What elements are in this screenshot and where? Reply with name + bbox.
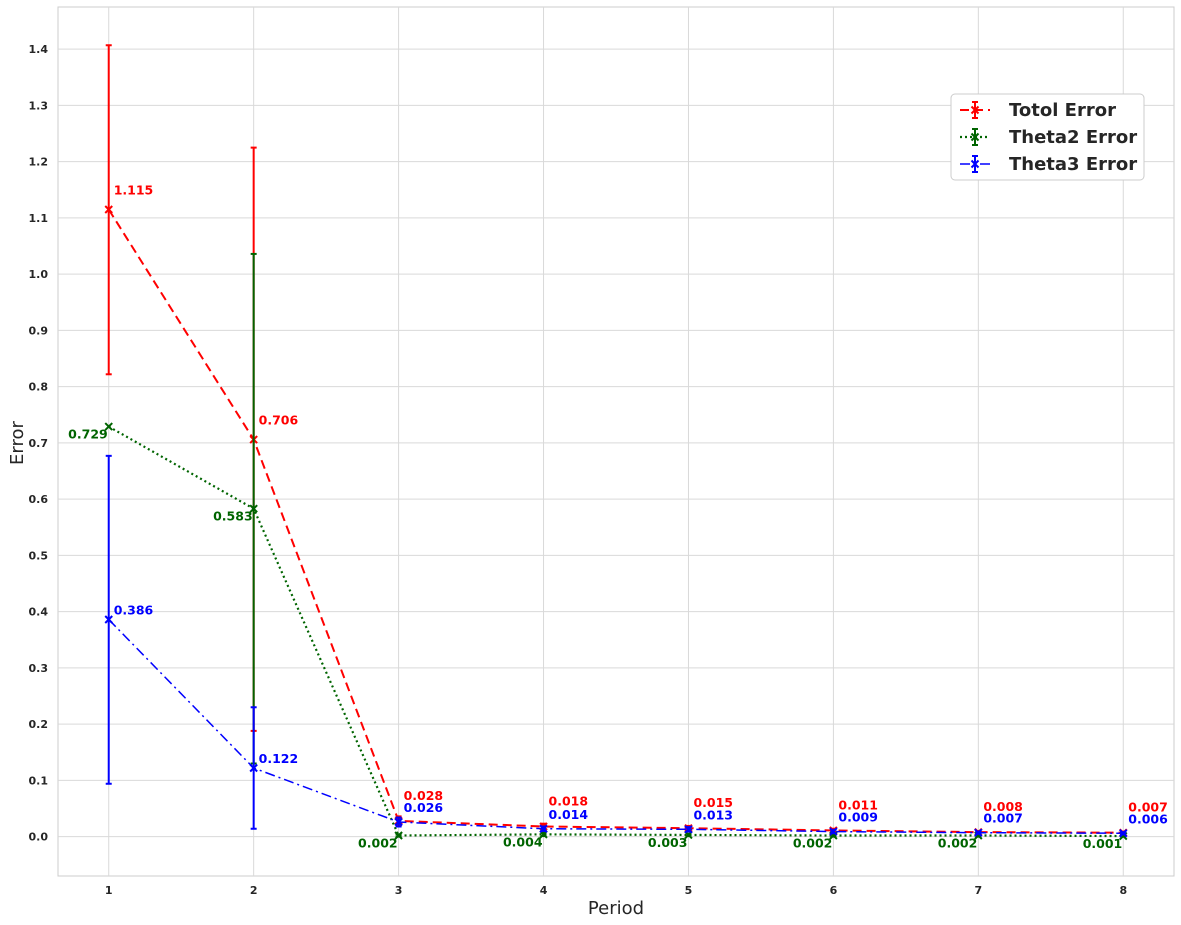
legend-entry: Theta2 Error — [960, 127, 1137, 148]
series-layer — [104, 44, 1128, 841]
marker-stroke — [249, 763, 258, 773]
x-tick-label: 3 — [395, 884, 403, 897]
marker-stroke — [394, 817, 403, 827]
series-1 — [104, 252, 1128, 841]
legend-marker — [970, 105, 980, 115]
marker-stroke — [104, 422, 113, 431]
marker-stroke — [394, 831, 403, 840]
data-label: 0.018 — [549, 794, 589, 809]
legend-label: Theta3 Error — [1009, 154, 1137, 175]
data-label: 0.001 — [1083, 836, 1123, 851]
x-tick-label: 7 — [975, 884, 983, 897]
series-line — [108, 425, 1124, 838]
marker-stroke — [1119, 829, 1128, 838]
y-tick-label: 0.5 — [29, 549, 49, 562]
y-tick-label: 1.4 — [29, 43, 49, 56]
data-point — [104, 205, 113, 214]
data-label: 0.028 — [404, 788, 444, 803]
data-point — [539, 824, 548, 833]
x-tick-label: 5 — [685, 884, 693, 897]
marker-stroke — [684, 825, 693, 834]
y-tick-label: 0.0 — [29, 831, 49, 844]
data-point — [104, 422, 113, 431]
y-tick-label: 0.4 — [29, 606, 49, 619]
y-tick-label: 0.3 — [29, 662, 49, 675]
legend-box — [950, 93, 1145, 181]
data-label: 0.002 — [938, 836, 978, 851]
data-label: 0.706 — [259, 413, 299, 428]
data-point — [684, 825, 693, 834]
data-label: 1.115 — [114, 182, 154, 197]
y-tick-label: 0.2 — [29, 718, 49, 731]
y-tick-label: 0.6 — [29, 493, 49, 506]
series-line — [107, 208, 1124, 834]
data-label: 0.122 — [259, 751, 299, 766]
data-label: 0.729 — [68, 427, 108, 442]
legend-label: Totol Error — [1009, 100, 1116, 121]
y-tick-label: 1.0 — [29, 268, 49, 281]
data-label: 0.011 — [838, 797, 878, 812]
data-point — [104, 615, 113, 624]
legend-entry: Totol Error — [960, 100, 1116, 121]
x-tick-label: 1 — [105, 884, 113, 897]
data-label: 0.006 — [1128, 811, 1168, 826]
x-tick-label: 4 — [540, 884, 548, 897]
marker-stroke — [249, 504, 258, 513]
data-point — [394, 817, 403, 827]
legend-label: Theta2 Error — [1009, 127, 1137, 148]
legend-entry: Theta3 Error — [960, 154, 1137, 175]
y-tick-label: 1.1 — [29, 212, 49, 225]
data-point — [1119, 829, 1128, 838]
data-label: 0.004 — [503, 834, 543, 849]
x-tick-label: 2 — [250, 884, 258, 897]
data-point — [394, 831, 403, 840]
data-label: 0.003 — [648, 835, 688, 850]
legend: Totol Error Theta2 Error Theta3 Error — [950, 93, 1145, 181]
marker-stroke — [974, 828, 983, 837]
y-tick-label: 1.3 — [29, 99, 49, 112]
y-tick-label: 1.2 — [29, 156, 49, 169]
x-axis-label: Period — [588, 898, 644, 919]
data-label: 0.002 — [793, 836, 833, 851]
marker-stroke — [970, 105, 980, 115]
x-tick-label: 8 — [1119, 884, 1127, 897]
y-tick-label: 0.8 — [29, 381, 49, 394]
data-label: 0.026 — [404, 800, 444, 815]
tick-labels: 0.0 0.1 0.2 0.3 0.4 0.5 0.6 0.7 0.8 0.9 1.0 1.1 1.2 1… — [29, 43, 1128, 897]
y-axis-label: Error — [7, 420, 28, 464]
data-label: 0.007 — [1128, 800, 1168, 815]
data-label: 0.583 — [213, 509, 253, 524]
y-tick-label: 0.1 — [29, 774, 49, 787]
data-label: 0.386 — [114, 603, 154, 618]
legend-marker — [970, 159, 980, 169]
marker-stroke — [539, 824, 548, 833]
data-point — [249, 763, 258, 773]
data-label: 0.008 — [983, 799, 1023, 814]
data-point — [249, 504, 258, 513]
data-label: 0.007 — [983, 811, 1023, 826]
grid — [58, 7, 1174, 876]
data-label: 0.014 — [549, 807, 589, 822]
legend-marker — [970, 132, 980, 142]
y-tick-label: 0.7 — [29, 437, 49, 450]
marker-stroke — [970, 159, 980, 169]
x-tick-label: 6 — [830, 884, 838, 897]
marker-stroke — [829, 827, 838, 836]
data-label: 0.009 — [838, 810, 878, 825]
data-label: 0.002 — [358, 836, 398, 851]
marker-stroke — [104, 205, 113, 214]
series-2 — [104, 454, 1128, 838]
data-label: 0.015 — [693, 795, 733, 810]
data-point — [829, 827, 838, 836]
data-point — [974, 828, 983, 837]
marker-stroke — [104, 615, 113, 624]
marker-stroke — [970, 132, 980, 142]
data-label: 0.013 — [693, 807, 733, 822]
y-tick-label: 0.9 — [29, 324, 49, 337]
